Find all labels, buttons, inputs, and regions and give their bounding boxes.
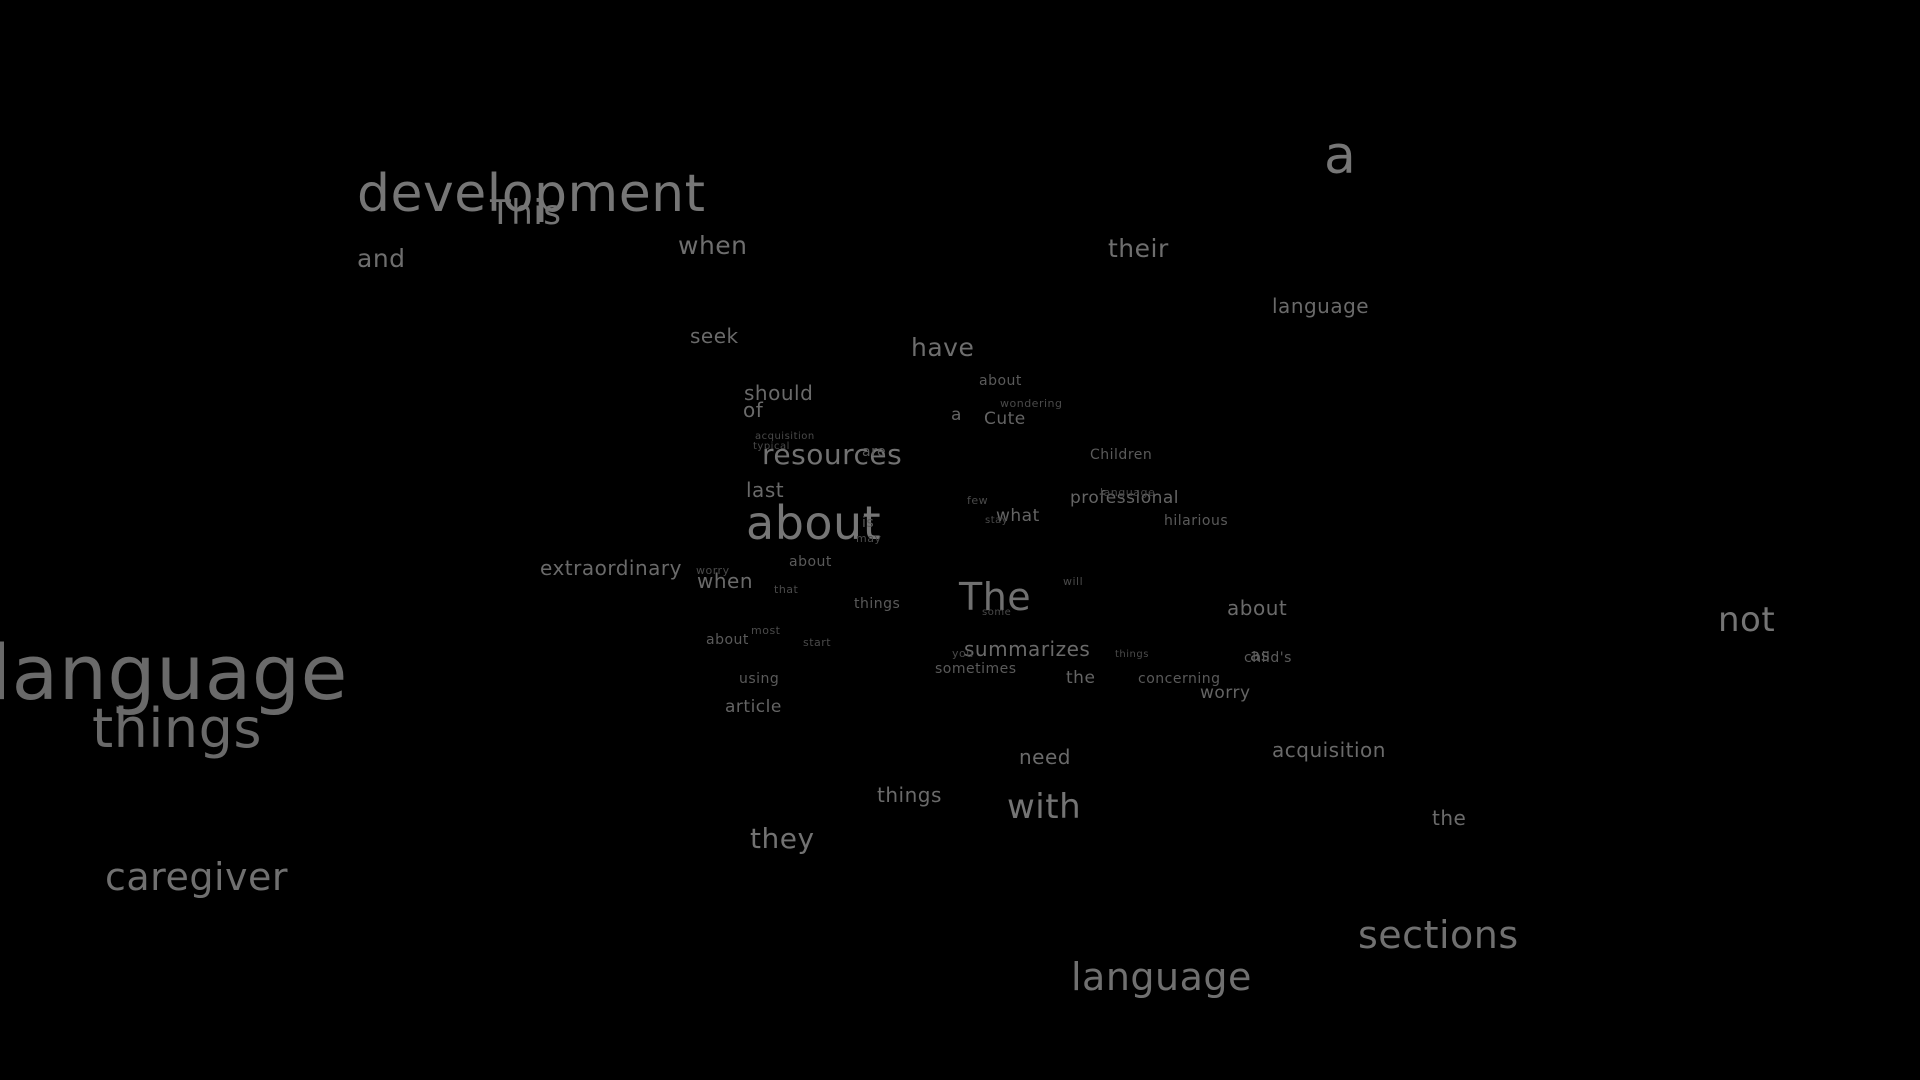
- word-summarizes: summarizes: [964, 637, 1091, 661]
- word-when-mid: when: [697, 569, 754, 593]
- word-language-bottom: language: [1071, 955, 1252, 999]
- word-article: article: [725, 697, 782, 717]
- word-professional: professional: [1070, 488, 1180, 508]
- word-what: what: [996, 506, 1040, 526]
- word-concerning: concerning: [1138, 671, 1221, 687]
- word-they: they: [750, 822, 815, 855]
- word-may: may: [856, 532, 882, 545]
- word-not: not: [1718, 600, 1776, 640]
- word-about-mid: about: [789, 554, 832, 570]
- word-about-large: about: [746, 496, 882, 550]
- word-typical: typical: [753, 441, 790, 452]
- word-caregiver: caregiver: [105, 855, 289, 899]
- word-a: a: [1324, 126, 1357, 186]
- word-of: of: [743, 398, 764, 422]
- word-you: you: [952, 647, 974, 660]
- word-few: few: [967, 494, 989, 507]
- word-seek: seek: [690, 324, 739, 348]
- word-language-small: language: [1100, 486, 1156, 499]
- word-the-large: The: [959, 575, 1032, 619]
- word-will: will: [1063, 575, 1084, 588]
- word-language-huge: language: [0, 628, 348, 717]
- word-about: about: [979, 373, 1022, 389]
- word-things-mid: things: [877, 783, 942, 807]
- word-their: their: [1108, 234, 1169, 263]
- word-extraordinary: extraordinary: [540, 556, 682, 580]
- word-stay: stay: [985, 515, 1009, 526]
- word-is: is: [862, 515, 875, 531]
- word-start: start: [803, 636, 832, 649]
- word-worry: worry: [1200, 683, 1251, 703]
- word-the-small: the: [1066, 668, 1096, 688]
- word-acquisition-small: acquisition: [755, 431, 815, 442]
- word-are: are: [862, 444, 887, 460]
- word-about-right: about: [1227, 596, 1288, 620]
- word-things-tiny: things: [1115, 649, 1149, 660]
- word-language: language: [1272, 294, 1370, 318]
- word-should: should: [744, 381, 814, 405]
- word-development: development: [357, 164, 706, 224]
- word-hilarious: hilarious: [1164, 513, 1229, 529]
- word-and: and: [357, 244, 406, 273]
- word-acquisition: acquisition: [1272, 738, 1386, 762]
- word-need: need: [1019, 745, 1071, 769]
- word-childs: child's: [1244, 650, 1292, 666]
- word-cute: Cute: [984, 409, 1026, 429]
- word-some: some: [982, 607, 1012, 618]
- word-a-small: a: [951, 405, 962, 425]
- word-this: This: [490, 193, 562, 233]
- word-things-small: things: [854, 596, 901, 612]
- word-things-large: things: [92, 697, 263, 760]
- word-as: as: [1250, 646, 1271, 666]
- word-last: last: [746, 478, 785, 502]
- word-that: that: [774, 583, 799, 596]
- word-using: using: [739, 671, 780, 687]
- word-children: Children: [1090, 447, 1153, 463]
- word-most: most: [751, 624, 781, 637]
- word-sections: sections: [1358, 913, 1519, 957]
- word-about-lower: about: [706, 632, 749, 648]
- word-when: when: [678, 231, 748, 260]
- word-resources: resources: [762, 438, 903, 471]
- word-the-right: the: [1432, 806, 1467, 830]
- word-with: with: [1007, 787, 1082, 827]
- word-wondering: wondering: [1000, 397, 1063, 410]
- word-sometimes: sometimes: [935, 661, 1017, 677]
- word-have: have: [911, 333, 975, 362]
- word-worry-small: worry: [696, 564, 730, 577]
